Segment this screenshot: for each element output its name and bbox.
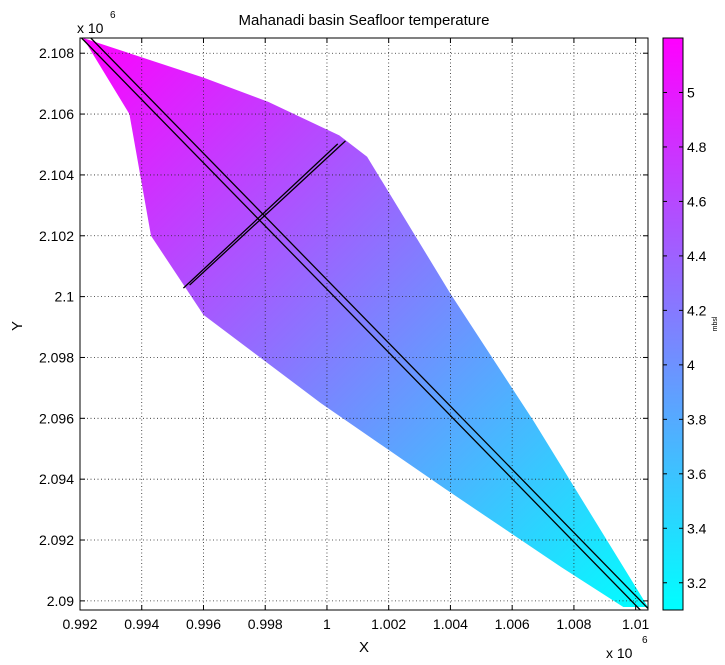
chart-title: Mahanadi basin Seafloor temperature [239,12,490,29]
colorbar-tick-label: 3.2 [687,575,707,591]
colorbar-tick-label: 4.8 [687,139,707,155]
colorbar-tick-label: 5 [687,84,695,100]
x-tick-label: 0.996 [186,616,221,632]
profile-line [189,140,346,286]
y-tick-label: 2.092 [39,532,74,548]
x-axis-exponent: x 10 [606,645,633,661]
colorbar [662,37,684,611]
x-axis-ticks: 0.992 0.994 0.996 0.998 1 1.002 1.004 1.006 1.00… [62,38,649,632]
y-tick-label: 2.104 [39,167,74,183]
colorbar-tick-label: 4.2 [687,302,707,318]
y-tick-label: 2.09 [47,593,74,609]
y-axis-exponent-power: 6 [110,10,116,21]
profile-line [90,38,648,610]
profile-line [182,143,339,289]
profile-line [81,38,641,610]
y-tick-label: 2.098 [39,349,74,365]
y-tick-label: 2.102 [39,228,74,244]
x-axis-exponent-power: 6 [642,635,648,646]
x-tick-label: 1.01 [622,616,649,632]
y-tick-label: 2.1 [55,289,75,305]
plot-frame [79,37,649,611]
colorbar-tick-label: 4 [687,357,695,373]
x-tick-label: 1.008 [556,616,591,632]
colorbar-tick-label: 3.8 [687,411,707,427]
y-axis-exponent: x 10 [77,20,104,36]
colorbar-tick-label: 4.4 [687,248,707,264]
y-tick-label: 2.108 [39,45,74,61]
y-tick-label: 2.094 [39,471,74,487]
colorbar-unit: mbsl [712,316,719,331]
profile-lines [81,38,648,610]
x-tick-label: 1.002 [371,616,406,632]
x-tick-label: 1.004 [433,616,468,632]
x-tick-label: 1.006 [495,616,530,632]
y-axis-ticks: 2.09 2.092 2.094 2.096 2.098 2.1 2.102 2.104 2.1… [39,45,648,609]
x-tick-label: 0.998 [248,616,283,632]
colorbar-tick-label: 4.6 [687,193,707,209]
x-tick-label: 0.992 [62,616,97,632]
x-axis-label: X [359,639,369,656]
y-axis-label: Y [9,321,26,331]
colorbar-tick-label: 3.4 [687,520,707,536]
x-tick-label: 1 [323,616,331,632]
y-tick-label: 2.106 [39,106,74,122]
colorbar-tick-label: 3.6 [687,466,707,482]
colorbar-ticks: 3.2 3.4 3.6 3.8 4 4.2 4.4 4.6 4.8 5 [663,84,707,591]
x-tick-label: 0.994 [124,616,159,632]
y-tick-label: 2.096 [39,410,74,426]
